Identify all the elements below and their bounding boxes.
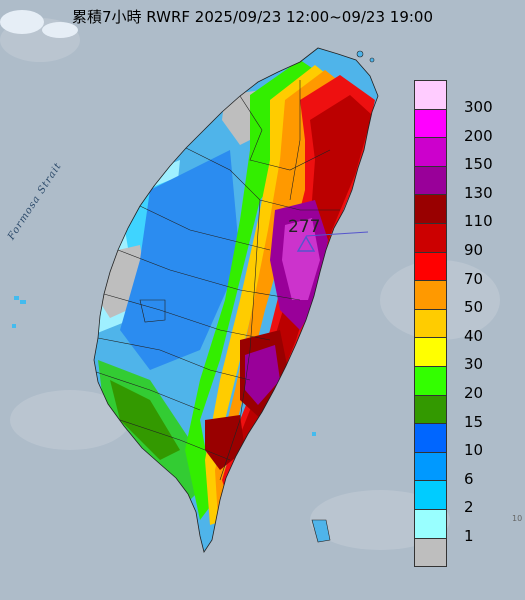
legend-swatch — [414, 537, 447, 568]
legend-label: 1 — [464, 527, 474, 545]
legend-swatch — [414, 251, 447, 282]
legend-label: 50 — [464, 298, 484, 317]
legend-label: 70 — [464, 269, 484, 288]
legend-swatch — [414, 423, 447, 453]
peak-leader-line — [305, 231, 369, 237]
legend-label: 300 — [464, 98, 493, 116]
legend-swatch — [414, 337, 447, 367]
legend-swatch — [414, 451, 447, 482]
legend-label: 130 — [464, 183, 493, 202]
legend-swatch — [414, 223, 447, 253]
legend-label: 20 — [464, 384, 484, 402]
peak-value-label: 277 — [288, 217, 321, 237]
legend-label: 90 — [464, 241, 484, 259]
legend-swatch — [414, 137, 447, 167]
corner-mark: 10 — [512, 514, 523, 523]
offshore-islets — [311, 50, 375, 543]
legend-swatch — [414, 308, 447, 339]
legend-swatch — [414, 280, 447, 310]
legend-swatch — [414, 480, 447, 510]
map-title: 累積7小時 RWRF 2025/09/23 12:00~09/23 19:00 — [72, 8, 434, 26]
legend-swatch — [414, 366, 447, 396]
legend-swatch — [414, 509, 447, 539]
admin-boundaries — [95, 80, 340, 481]
legend-label: 40 — [464, 326, 484, 345]
legend-label: 10 — [464, 441, 484, 460]
legend-label: 150 — [464, 155, 493, 174]
legend-swatch — [414, 80, 447, 110]
legend-swatch — [414, 165, 447, 196]
legend-label: 2 — [464, 498, 474, 517]
legend-label: 200 — [464, 126, 493, 145]
legend-label: 30 — [464, 355, 484, 374]
legend-swatch — [414, 394, 447, 425]
peak-marker — [296, 235, 316, 252]
legend-label: 15 — [464, 412, 484, 431]
legend-swatch — [414, 194, 447, 224]
island-outline — [93, 47, 379, 553]
rainfall-legend: 300 200 150 130 110 90 70 50 40 30 20 15 10 6 2 1 — [414, 80, 514, 570]
legend-label: 110 — [464, 212, 493, 231]
legend-label: 6 — [464, 469, 474, 488]
cloud-patches — [0, 10, 78, 38]
legend-swatch — [414, 108, 447, 139]
